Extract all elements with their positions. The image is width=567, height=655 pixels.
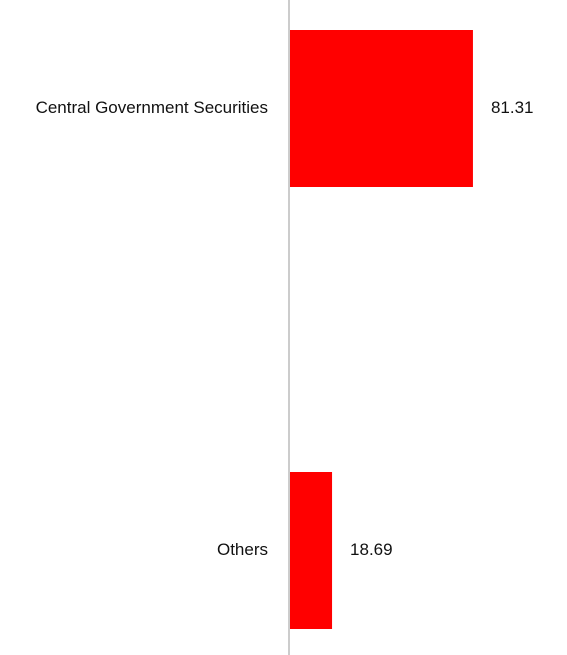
category-label-1: Others (217, 540, 268, 559)
bar-1 (290, 472, 333, 629)
value-label-1: 18.69 (350, 540, 393, 559)
category-labels-group: Central Government Securities Others (36, 98, 268, 559)
value-label-0: 81.31 (491, 98, 534, 117)
bars-group (290, 30, 473, 629)
bar-0 (290, 30, 473, 187)
value-labels-group: 81.31 18.69 (350, 98, 533, 559)
category-label-0: Central Government Securities (36, 98, 268, 117)
